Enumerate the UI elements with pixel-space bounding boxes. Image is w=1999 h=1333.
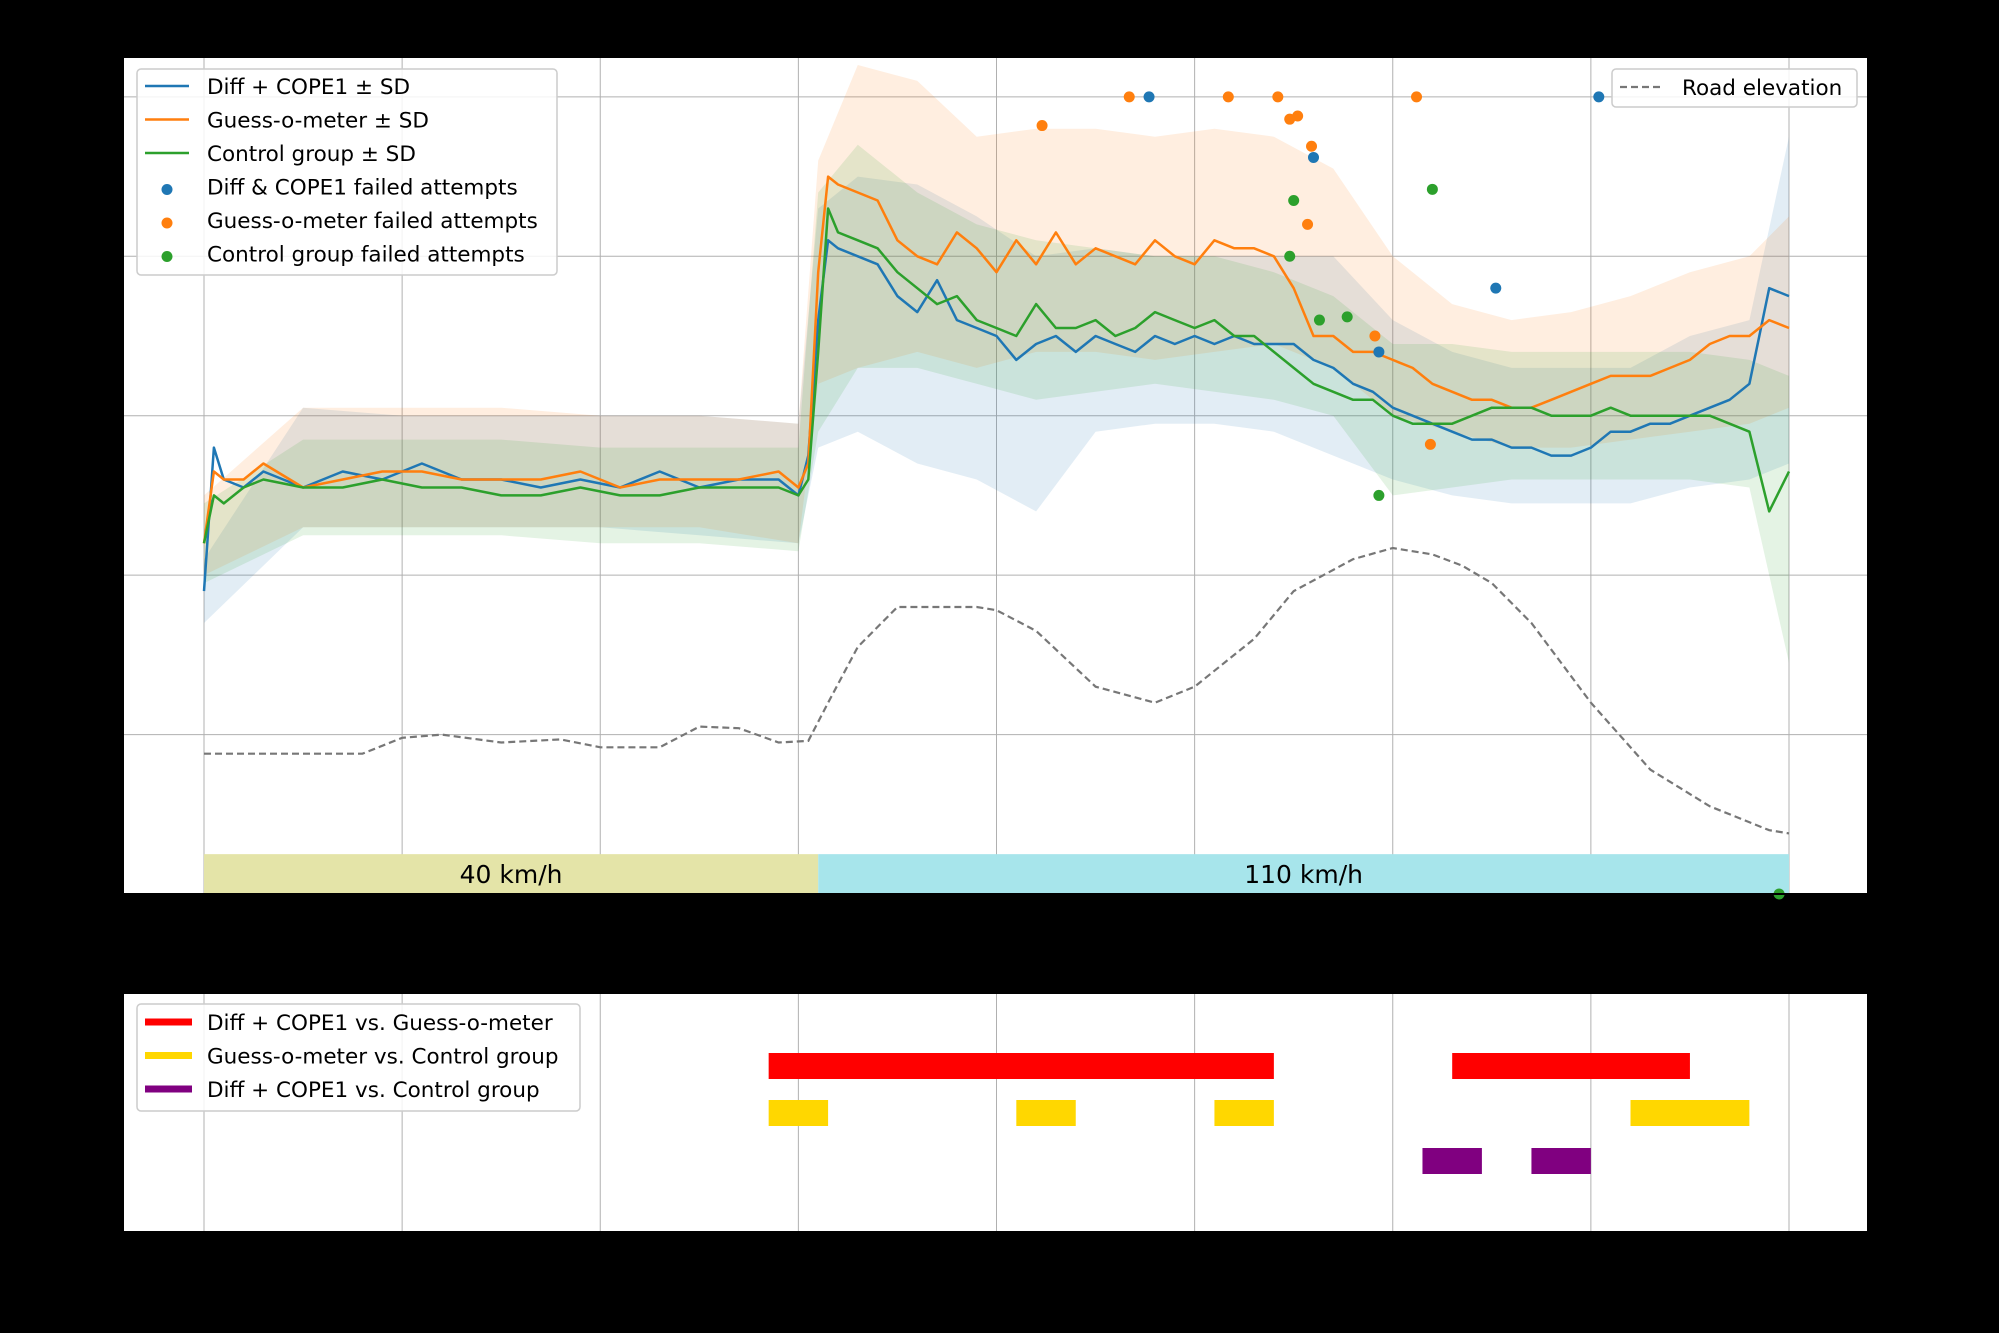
road-elevation-line bbox=[204, 546, 1790, 835]
legend-label: Diff & COPE1 failed attempts bbox=[207, 176, 518, 201]
speed-zone-band bbox=[818, 854, 1789, 894]
failed-attempt-point bbox=[1426, 183, 1438, 195]
significance-bar bbox=[1531, 1148, 1591, 1174]
failed-attempt-point bbox=[1284, 113, 1296, 125]
speed-zone-band bbox=[204, 854, 819, 894]
significance-bar bbox=[1422, 1148, 1482, 1174]
legend-label: Diff + COPE1 vs. Control group bbox=[207, 1078, 540, 1103]
bottom-grid bbox=[203, 993, 1790, 1232]
top-plot-frame bbox=[122, 56, 1869, 895]
legend-label: Road elevation bbox=[1682, 76, 1842, 101]
legend-point-swatch bbox=[161, 184, 173, 195]
top-plot-panel: 40 km/h 110 km/h Diff + COPE1 ± SD Guess-o… bbox=[122, 56, 1869, 900]
sd-band bbox=[204, 65, 1789, 576]
legend-bottom: Diff + COPE1 vs. Guess-o-meter Guess-o-me… bbox=[136, 1003, 581, 1112]
failed-attempt-point bbox=[1288, 194, 1300, 206]
legend-label: Diff + COPE1 ± SD bbox=[207, 75, 410, 100]
failed-attempt-point bbox=[1284, 250, 1296, 262]
failed-attempt-point bbox=[1341, 311, 1353, 323]
legend-label: Control group ± SD bbox=[207, 142, 416, 167]
significance-bar bbox=[1016, 1100, 1076, 1126]
failed-attempt-point bbox=[1308, 151, 1319, 163]
failed-attempt-point bbox=[1306, 140, 1318, 152]
significance-bar bbox=[1630, 1100, 1750, 1126]
speed-zone-label: 110 km/h bbox=[1244, 860, 1363, 889]
failed-attempt-point bbox=[1272, 91, 1284, 103]
failed-attempt-point bbox=[1424, 438, 1436, 450]
significance-bar bbox=[768, 1053, 1274, 1079]
failed-attempt-point bbox=[1302, 218, 1314, 230]
speed-zones bbox=[204, 854, 1789, 894]
failed-attempt-point bbox=[1143, 91, 1155, 103]
significance-bar bbox=[1452, 1053, 1690, 1079]
mean-lines bbox=[202, 175, 1791, 592]
legend-label: Guess-o-meter failed attempts bbox=[207, 209, 538, 234]
bottom-plot-frame bbox=[122, 992, 1869, 1233]
failed-attempt-point bbox=[1411, 91, 1423, 103]
legend-label: Diff + COPE1 vs. Guess-o-meter bbox=[207, 1011, 553, 1036]
significance-bar bbox=[768, 1100, 829, 1126]
failed-attempt-point bbox=[1373, 489, 1385, 501]
legend-point-swatch bbox=[161, 217, 173, 229]
failed-attempt-point bbox=[1036, 120, 1048, 132]
speed-zone-label: 40 km/h bbox=[460, 860, 563, 889]
legend-label: Control group failed attempts bbox=[207, 243, 525, 268]
mean-line bbox=[202, 239, 1790, 592]
significance-bar bbox=[1214, 1100, 1274, 1126]
failed-attempt-point bbox=[1369, 330, 1381, 342]
failed-attempt-point bbox=[1490, 282, 1502, 294]
legend-upper-right: Road elevation bbox=[1611, 68, 1858, 108]
legend-point-swatch bbox=[161, 251, 173, 262]
sd-band bbox=[204, 136, 1789, 623]
failed-attempt-point bbox=[1222, 91, 1234, 103]
failed-attempt-point bbox=[1373, 346, 1385, 358]
mean-line bbox=[202, 175, 1790, 544]
road-elevation bbox=[204, 546, 1790, 835]
legend-upper-left: Diff + COPE1 ± SD Guess-o-meter ± SD Contr… bbox=[136, 68, 558, 276]
significance-bars bbox=[768, 1053, 1750, 1174]
failed-attempt-point bbox=[1313, 314, 1325, 326]
legend-label: Guess-o-meter vs. Control group bbox=[207, 1045, 558, 1070]
sd-bands bbox=[204, 65, 1789, 663]
sd-band bbox=[204, 144, 1789, 663]
bottom-plot-panel: Diff + COPE1 vs. Guess-o-meter Guess-o-me… bbox=[122, 992, 1869, 1233]
legend-label: Guess-o-meter ± SD bbox=[207, 109, 429, 134]
failed-attempt-point bbox=[1593, 91, 1605, 103]
speed-zone-labels: 40 km/h 110 km/h bbox=[460, 860, 1363, 889]
mean-line bbox=[202, 207, 1791, 544]
failed-attempt-point bbox=[1123, 91, 1135, 103]
